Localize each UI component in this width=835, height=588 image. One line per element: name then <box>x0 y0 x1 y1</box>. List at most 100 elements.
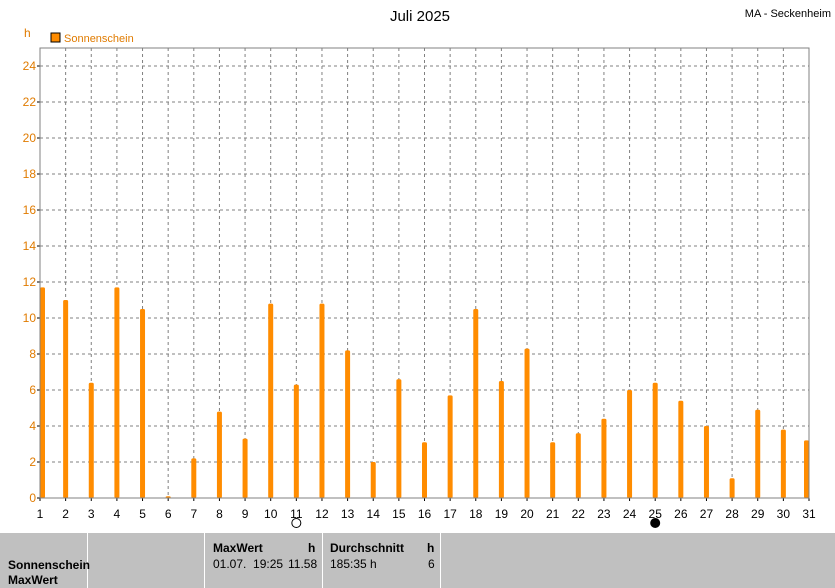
bar-day-4 <box>114 287 120 498</box>
x-tick-label-17: 17 <box>443 507 457 521</box>
x-tick-label-21: 21 <box>546 507 560 521</box>
stats-max-cell: MaxWert h 01.07. 19:25 11.58 <box>205 533 323 588</box>
bar-day-8 <box>216 411 222 498</box>
y-tick-label-16: 16 <box>23 203 37 217</box>
bar-day-20 <box>524 348 530 498</box>
y-tick-label-6: 6 <box>29 383 36 397</box>
y-tick-label-12: 12 <box>23 275 37 289</box>
stats-row-maxwert: MaxWert <box>8 573 58 587</box>
bars <box>40 287 809 498</box>
bar-day-31 <box>804 440 809 498</box>
y-tick-label-8: 8 <box>29 347 36 361</box>
legend-swatch <box>50 32 61 43</box>
x-tick-label-12: 12 <box>315 507 329 521</box>
stats-panel: Sonnenschein MaxWert MaxWert h 01.07. 19… <box>0 533 835 588</box>
x-tick-label-8: 8 <box>216 507 223 521</box>
bar-day-14 <box>370 462 376 498</box>
bar-day-18 <box>473 309 479 498</box>
y-tick-label-4: 4 <box>29 419 36 433</box>
bar-day-5 <box>140 309 146 498</box>
x-tick-label-20: 20 <box>520 507 534 521</box>
stats-avg-cell: Durchschnitt h 185:35 h 6 <box>323 533 441 588</box>
x-tick-label-19: 19 <box>495 507 509 521</box>
station-name: MA - Seckenheim <box>745 8 831 20</box>
x-tick-label-23: 23 <box>597 507 611 521</box>
x-tick-label-31: 31 <box>802 507 816 521</box>
x-tick-label-24: 24 <box>623 507 637 521</box>
y-tick-label-20: 20 <box>23 131 37 145</box>
x-tick-label-4: 4 <box>114 507 121 521</box>
bar-day-28 <box>729 478 735 498</box>
full-moon-icon <box>291 518 302 528</box>
x-tick-label-28: 28 <box>725 507 739 521</box>
x-tick-label-6: 6 <box>165 507 172 521</box>
x-tick-label-5: 5 <box>139 507 146 521</box>
bar-day-3 <box>88 382 94 498</box>
x-tick-label-13: 13 <box>341 507 355 521</box>
bar-day-26 <box>678 400 684 498</box>
plot-frame <box>39 47 810 499</box>
y-tick-label-14: 14 <box>23 239 37 253</box>
max-when: 01.07. 19:25 <box>213 557 284 571</box>
avg-value: 6 <box>428 557 435 571</box>
x-tick-label-7: 7 <box>190 507 197 521</box>
bar-day-15 <box>396 379 402 498</box>
stats-label-cell: Sonnenschein MaxWert <box>0 533 91 588</box>
x-tick-label-10: 10 <box>264 507 278 521</box>
bar-day-17 <box>447 395 453 498</box>
x-tick-label-30: 30 <box>777 507 791 521</box>
x-tick-label-18: 18 <box>469 507 483 521</box>
x-tick-label-29: 29 <box>751 507 765 521</box>
bar-day-9 <box>242 438 248 498</box>
x-tick-label-3: 3 <box>88 507 95 521</box>
x-tick-label-1: 1 <box>37 507 44 521</box>
x-tick-label-9: 9 <box>242 507 249 521</box>
bar-day-29 <box>755 409 761 498</box>
y-tick-label-22: 22 <box>23 95 37 109</box>
bar-day-21 <box>550 442 556 498</box>
bar-day-22 <box>575 433 581 498</box>
stats-row-sonnenschein: Sonnenschein <box>8 558 91 572</box>
legend-label: Sonnenschein <box>64 33 134 45</box>
max-value: 11.58 <box>288 557 318 571</box>
bar-day-10 <box>268 303 274 498</box>
bar-day-25 <box>652 382 658 498</box>
x-tick-label-15: 15 <box>392 507 406 521</box>
y-tick-label-18: 18 <box>23 167 37 181</box>
bar-day-30 <box>780 429 786 498</box>
x-tick-label-27: 27 <box>700 507 714 521</box>
moon-phases <box>291 518 661 528</box>
y-tick-label-2: 2 <box>29 455 36 469</box>
x-tick-label-22: 22 <box>572 507 586 521</box>
x-axis-ticks: 1 2 3 4 5 6 7 8 9 10 11 12 13 14 15 16 17 18 19 20 21 22 23 24 2… <box>37 498 816 521</box>
avg-unit: h <box>427 541 435 555</box>
chart-title: Juli 2025 <box>390 8 450 25</box>
grid <box>40 48 809 498</box>
max-header: MaxWert <box>213 541 263 555</box>
bar-day-12 <box>319 303 325 498</box>
stats-empty-cell <box>88 533 205 588</box>
bar-day-1 <box>40 287 45 498</box>
bar-day-7 <box>191 458 197 498</box>
y-tick-label-10: 10 <box>23 311 37 325</box>
x-tick-label-26: 26 <box>674 507 688 521</box>
bar-day-16 <box>422 442 427 498</box>
avg-total: 185:35 h <box>330 557 377 571</box>
bar-day-11 <box>293 384 299 498</box>
x-tick-label-2: 2 <box>62 507 69 521</box>
bar-day-23 <box>601 418 607 498</box>
y-axis-unit: h <box>24 26 31 40</box>
new-moon-icon <box>650 518 661 528</box>
bar-day-19 <box>498 381 504 498</box>
bar-day-24 <box>627 390 633 498</box>
bar-day-2 <box>63 300 69 498</box>
avg-header: Durchschnitt <box>330 541 405 555</box>
x-tick-label-11: 11 <box>290 507 303 521</box>
y-tick-label-24: 24 <box>23 59 37 73</box>
sunshine-chart: Juli 2025 MA - Seckenheim h Sonnenschein… <box>23 8 831 528</box>
bar-day-13 <box>345 350 351 498</box>
max-unit: h <box>308 541 316 555</box>
x-tick-label-16: 16 <box>418 507 432 521</box>
bar-day-27 <box>703 426 709 498</box>
